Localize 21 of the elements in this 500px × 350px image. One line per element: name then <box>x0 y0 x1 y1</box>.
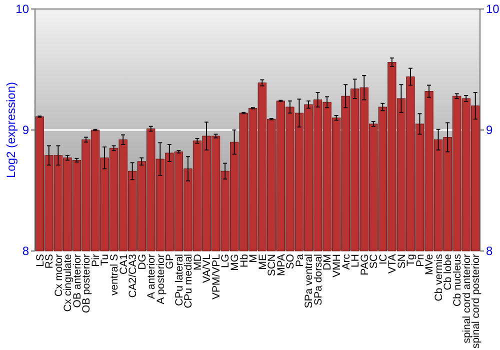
x-tick-label: Cb nucleus <box>452 254 464 307</box>
x-tick-label: Cb lobe <box>442 254 454 290</box>
x-tick-label: Tg <box>405 254 418 266</box>
y-axis-title: Log2 (expression) <box>4 82 18 178</box>
y-tick-label: 9 <box>22 123 30 138</box>
x-tick-label: CA1 <box>118 254 130 274</box>
x-tick-label: GP <box>164 254 176 270</box>
y2-tick-label: 10 <box>486 2 500 16</box>
y-tick-label: 10 <box>16 2 30 16</box>
x-tick-label: SPa dorsal <box>312 254 324 306</box>
x-tick-label: Hb <box>238 254 250 268</box>
x-tick-label: MG <box>229 254 241 271</box>
x-tick-label: LG <box>220 254 232 268</box>
y-tick-label: 8 <box>22 244 30 258</box>
x-tick-label: LS <box>34 254 46 267</box>
y2-tick-label: 9 <box>486 123 493 138</box>
x-tick-label: spinal cord anterior <box>460 253 473 344</box>
x-tick-label: RS <box>44 254 56 269</box>
y2-tick-label: 8 <box>486 244 493 258</box>
x-tick-label: Arc <box>340 254 352 270</box>
x-tick-label: spinal cord posterior <box>470 253 482 349</box>
